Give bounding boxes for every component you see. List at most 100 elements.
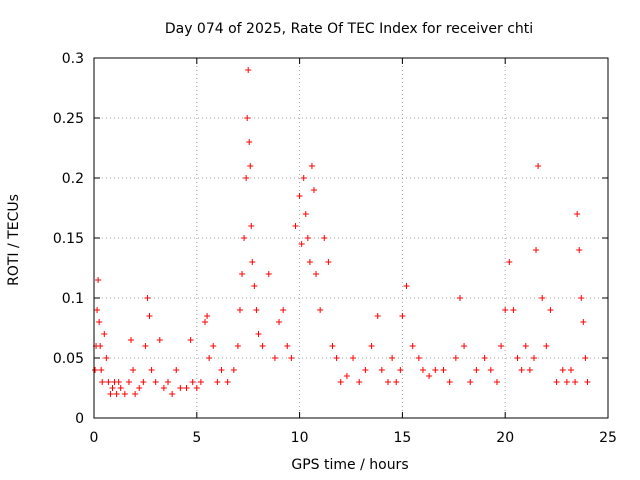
y-tick-label: 0.15 bbox=[53, 231, 84, 247]
data-point bbox=[584, 379, 591, 385]
data-point bbox=[105, 379, 112, 385]
data-point bbox=[329, 343, 336, 349]
data-points bbox=[92, 67, 591, 397]
data-point bbox=[276, 319, 283, 325]
data-point bbox=[304, 235, 311, 241]
data-point bbox=[432, 367, 439, 373]
data-point bbox=[510, 307, 517, 313]
data-point bbox=[518, 367, 525, 373]
data-point bbox=[308, 163, 315, 169]
y-tick-label: 0.25 bbox=[53, 111, 84, 127]
data-point bbox=[333, 355, 340, 361]
data-point bbox=[193, 385, 200, 391]
data-point bbox=[467, 379, 474, 385]
data-point bbox=[426, 373, 433, 379]
data-point bbox=[132, 391, 139, 397]
data-point bbox=[487, 367, 494, 373]
data-point bbox=[165, 379, 172, 385]
data-point bbox=[580, 319, 587, 325]
data-point bbox=[169, 391, 176, 397]
data-point bbox=[456, 295, 463, 301]
y-tick-label: 0.1 bbox=[62, 291, 84, 307]
data-point bbox=[244, 115, 251, 121]
data-point bbox=[543, 343, 550, 349]
data-point bbox=[99, 379, 106, 385]
data-point bbox=[563, 379, 570, 385]
data-point bbox=[578, 295, 585, 301]
data-point bbox=[397, 367, 404, 373]
data-point bbox=[265, 271, 272, 277]
data-point bbox=[576, 247, 583, 253]
data-point bbox=[224, 379, 231, 385]
data-point bbox=[317, 307, 324, 313]
grid bbox=[94, 58, 608, 418]
data-point bbox=[247, 163, 254, 169]
data-point bbox=[356, 379, 363, 385]
data-point bbox=[183, 385, 190, 391]
data-point bbox=[399, 313, 406, 319]
x-axis-title: GPS time / hours bbox=[291, 457, 408, 473]
data-point bbox=[197, 379, 204, 385]
data-point bbox=[343, 373, 350, 379]
data-point bbox=[574, 211, 581, 217]
data-point bbox=[241, 235, 248, 241]
data-point bbox=[206, 355, 213, 361]
y-tick-label: 0 bbox=[75, 411, 84, 427]
x-tick-label: 10 bbox=[291, 430, 309, 446]
data-point bbox=[572, 379, 579, 385]
data-point bbox=[302, 211, 309, 217]
x-tick-label: 5 bbox=[192, 430, 201, 446]
data-point bbox=[539, 295, 546, 301]
data-point bbox=[306, 259, 313, 265]
data-point bbox=[321, 235, 328, 241]
data-point bbox=[98, 367, 105, 373]
data-point bbox=[567, 367, 574, 373]
data-point bbox=[481, 355, 488, 361]
data-point bbox=[530, 355, 537, 361]
data-point bbox=[533, 247, 540, 253]
data-point bbox=[113, 391, 120, 397]
data-point bbox=[313, 271, 320, 277]
data-point bbox=[218, 367, 225, 373]
data-point bbox=[253, 307, 260, 313]
data-point bbox=[140, 379, 147, 385]
data-point bbox=[300, 175, 307, 181]
data-point bbox=[582, 355, 589, 361]
data-point bbox=[535, 163, 542, 169]
data-point bbox=[553, 379, 560, 385]
data-point bbox=[415, 355, 422, 361]
data-point bbox=[148, 367, 155, 373]
data-point bbox=[243, 175, 250, 181]
data-point bbox=[559, 367, 566, 373]
data-point bbox=[246, 139, 253, 145]
data-point bbox=[259, 343, 266, 349]
data-point bbox=[446, 379, 453, 385]
y-tick-label: 0.05 bbox=[53, 351, 84, 367]
y-axis-title: ROTI / TECUs bbox=[6, 194, 22, 286]
data-point bbox=[236, 307, 243, 313]
data-point bbox=[146, 313, 153, 319]
x-tick-label: 15 bbox=[393, 430, 411, 446]
y-tick-label: 0.3 bbox=[62, 51, 84, 67]
data-point bbox=[115, 379, 122, 385]
data-point bbox=[251, 283, 258, 289]
data-point bbox=[337, 379, 344, 385]
data-point bbox=[288, 355, 295, 361]
data-point bbox=[409, 343, 416, 349]
data-point bbox=[498, 343, 505, 349]
axis-ticks: 0 5 10 15 20 25 0 0.05 0.1 0.15 0.2 0.25 0.3 bbox=[53, 51, 617, 446]
data-point bbox=[125, 379, 132, 385]
data-point bbox=[393, 379, 400, 385]
data-point bbox=[368, 343, 375, 349]
data-point bbox=[296, 193, 303, 199]
data-point bbox=[389, 355, 396, 361]
x-tick-label: 0 bbox=[90, 430, 99, 446]
data-point bbox=[210, 343, 217, 349]
data-point bbox=[230, 367, 237, 373]
data-point bbox=[142, 343, 149, 349]
data-point bbox=[128, 337, 135, 343]
data-point bbox=[249, 259, 256, 265]
data-point bbox=[547, 307, 554, 313]
data-point bbox=[493, 379, 500, 385]
